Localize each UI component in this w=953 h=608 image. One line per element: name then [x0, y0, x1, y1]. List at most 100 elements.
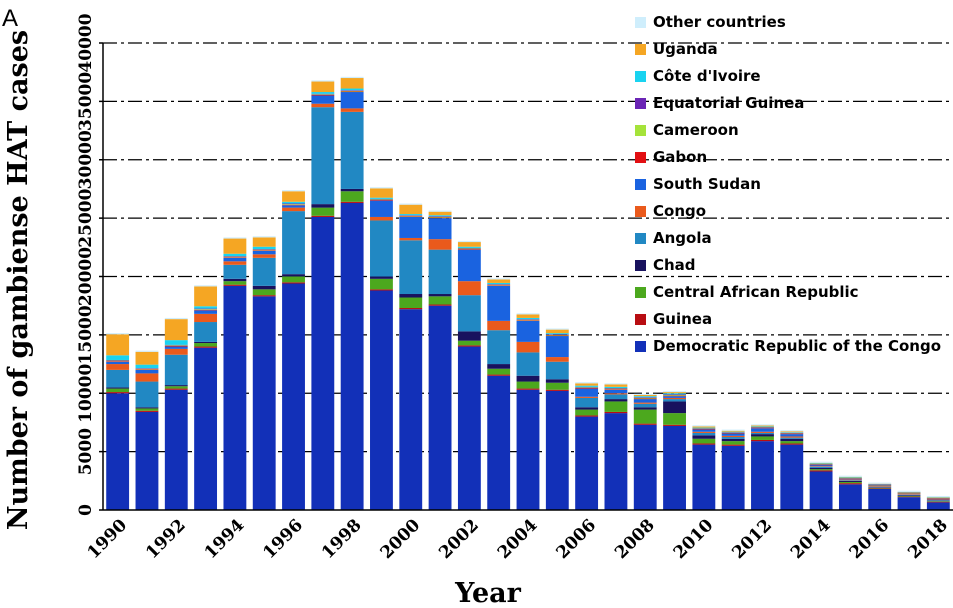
bar-segment-2018-uganda: [926, 497, 950, 498]
bar-segment-1997-south-sudan: [311, 95, 335, 104]
bar-segment-1993-central-african-republic: [194, 343, 218, 347]
bar-segment-1994-congo: [223, 261, 247, 265]
bar-segment-2000-gabon: [399, 216, 423, 217]
bar-segment-1994-south-sudan: [223, 257, 247, 262]
bar-segment-2016-guinea: [868, 488, 892, 489]
bar-segment-2009-south-sudan: [663, 396, 686, 398]
bar-segment-2017-cameroon: [897, 492, 921, 494]
bar-segment-2013-chad: [780, 438, 804, 442]
legend-label: Guinea: [653, 310, 712, 328]
x-tick-label: 2012: [728, 515, 776, 563]
bar-segment-1997-congo: [311, 103, 335, 108]
bar-segment-1991-uganda: [135, 351, 159, 365]
legend-swatch: [635, 287, 646, 298]
bar-segment-2018-congo: [926, 499, 950, 501]
bar-segment-2010-equatorial-guinea: [692, 428, 716, 429]
bar-segment-2014-gabon: [809, 464, 833, 466]
bar-segment-1998-congo: [340, 108, 364, 112]
bar-segment-1990-congo: [106, 364, 130, 370]
bar-segment-1993-other-countries: [194, 285, 218, 287]
bar-segment-2000-equatorial-guinea: [399, 215, 423, 216]
bar-segment-2009-gabon: [663, 395, 686, 397]
bar-segment-2018-cameroon: [926, 498, 950, 499]
bar-segment-2005-central-african-republic: [545, 382, 569, 390]
bar-segment-2012-c-te-d-ivoire: [751, 426, 774, 427]
bar-segment-1996-c-te-d-ivoire: [282, 201, 305, 204]
bar-segment-2013-congo: [780, 436, 804, 438]
bar-segment-2012-uganda: [751, 425, 774, 427]
bar-segment-2000-congo: [399, 237, 423, 241]
bar-segment-1994-angola: [223, 264, 247, 279]
bar-segment-2002-uganda: [457, 242, 481, 247]
x-tick-label: 1990: [84, 515, 132, 563]
bar-segment-1990-other-countries: [106, 333, 130, 335]
bar-segment-2014-uganda: [809, 462, 833, 464]
bar-segment-2016-gabon: [868, 485, 892, 486]
bar-segment-1991-central-african-republic: [135, 408, 159, 411]
bar-segment-1991-chad: [135, 407, 159, 409]
bar-segment-2012-central-african-republic: [751, 436, 774, 440]
bar-segment-2006-guinea: [575, 415, 599, 417]
bar-segment-2015-democratic-republic-of-the-congo: [838, 484, 862, 510]
bar-segment-1991-democratic-republic-of-the-congo: [135, 411, 159, 510]
bar-segment-2007-angola: [604, 394, 628, 400]
bar-segment-2004-cameroon: [516, 319, 540, 321]
bar-segment-2011-democratic-republic-of-the-congo: [721, 445, 745, 510]
bar-segment-2001-democratic-republic-of-the-congo: [428, 305, 452, 510]
bar-segment-2014-c-te-d-ivoire: [809, 463, 833, 464]
bar-segment-2000-angola: [399, 240, 423, 295]
bar-segment-1992-democratic-republic-of-the-congo: [164, 389, 188, 510]
bar-segment-2008-congo: [633, 402, 657, 404]
bar-segment-2012-cameroon: [751, 427, 774, 428]
bar-segment-2009-other-countries: [663, 390, 686, 393]
bar-segment-1996-other-countries: [282, 190, 305, 192]
bar-segment-2018-gabon: [926, 498, 950, 500]
bar-segment-2007-c-te-d-ivoire: [604, 386, 628, 388]
bar-segment-2015-angola: [838, 480, 862, 481]
legend-swatch: [635, 179, 646, 190]
bar-segment-2017-guinea: [897, 496, 921, 498]
bar-segment-1992-south-sudan: [164, 346, 188, 349]
bar-segment-2001-gabon: [428, 217, 452, 219]
bar-segment-2017-chad: [897, 495, 921, 496]
bar-segment-2001-congo: [428, 239, 452, 250]
bar-segment-2006-uganda: [575, 383, 599, 386]
bar-segment-2015-cameroon: [838, 478, 862, 479]
bar-segment-2006-equatorial-guinea: [575, 386, 599, 388]
bar-segment-1990-uganda: [106, 334, 130, 356]
bar-segment-2017-other-countries: [897, 490, 921, 492]
bar-segment-1997-angola: [311, 107, 335, 205]
bar-segment-1994-guinea: [223, 284, 247, 286]
bar-segment-2004-guinea: [516, 388, 540, 390]
legend-swatch: [635, 206, 646, 217]
bar-segment-2000-central-african-republic: [399, 297, 423, 309]
bar-segment-1994-c-te-d-ivoire: [223, 253, 247, 257]
bar-segment-2013-cameroon: [780, 433, 804, 434]
bar-segment-1992-uganda: [164, 319, 188, 341]
bar-segment-2008-angola: [633, 403, 657, 408]
bar-segment-2016-south-sudan: [868, 485, 892, 487]
bar-segment-1997-central-african-republic: [311, 207, 335, 216]
bar-segment-2009-guinea: [663, 424, 686, 426]
bar-segment-2015-chad: [838, 480, 862, 482]
bar-segment-2004-gabon: [516, 320, 540, 321]
bar-segment-1995-angola: [252, 257, 276, 286]
bar-segment-2009-central-african-republic: [663, 413, 686, 425]
bar-segment-1997-guinea: [311, 215, 335, 217]
y-tick-label: 5000: [76, 428, 96, 475]
bar-segment-2003-other-countries: [487, 278, 511, 280]
bar-segment-2001-equatorial-guinea: [428, 216, 452, 217]
bar-segment-2006-chad: [575, 407, 599, 410]
bar-segment-2017-democratic-republic-of-the-congo: [897, 497, 921, 510]
bar-segment-1993-uganda: [194, 286, 218, 307]
bar-segment-2012-gabon: [751, 427, 774, 429]
y-axis-title: Number of gambiense HAT cases: [3, 30, 34, 530]
legend-label: Central African Republic: [653, 283, 859, 301]
bar-segment-2017-uganda: [897, 491, 921, 493]
bar-segment-2014-angola: [809, 466, 833, 468]
bar-segment-1995-democratic-republic-of-the-congo: [252, 296, 276, 510]
bar-segment-1993-c-te-d-ivoire: [194, 306, 218, 309]
bar-segment-2003-democratic-republic-of-the-congo: [487, 375, 511, 510]
x-tick-label: 2002: [435, 515, 483, 563]
